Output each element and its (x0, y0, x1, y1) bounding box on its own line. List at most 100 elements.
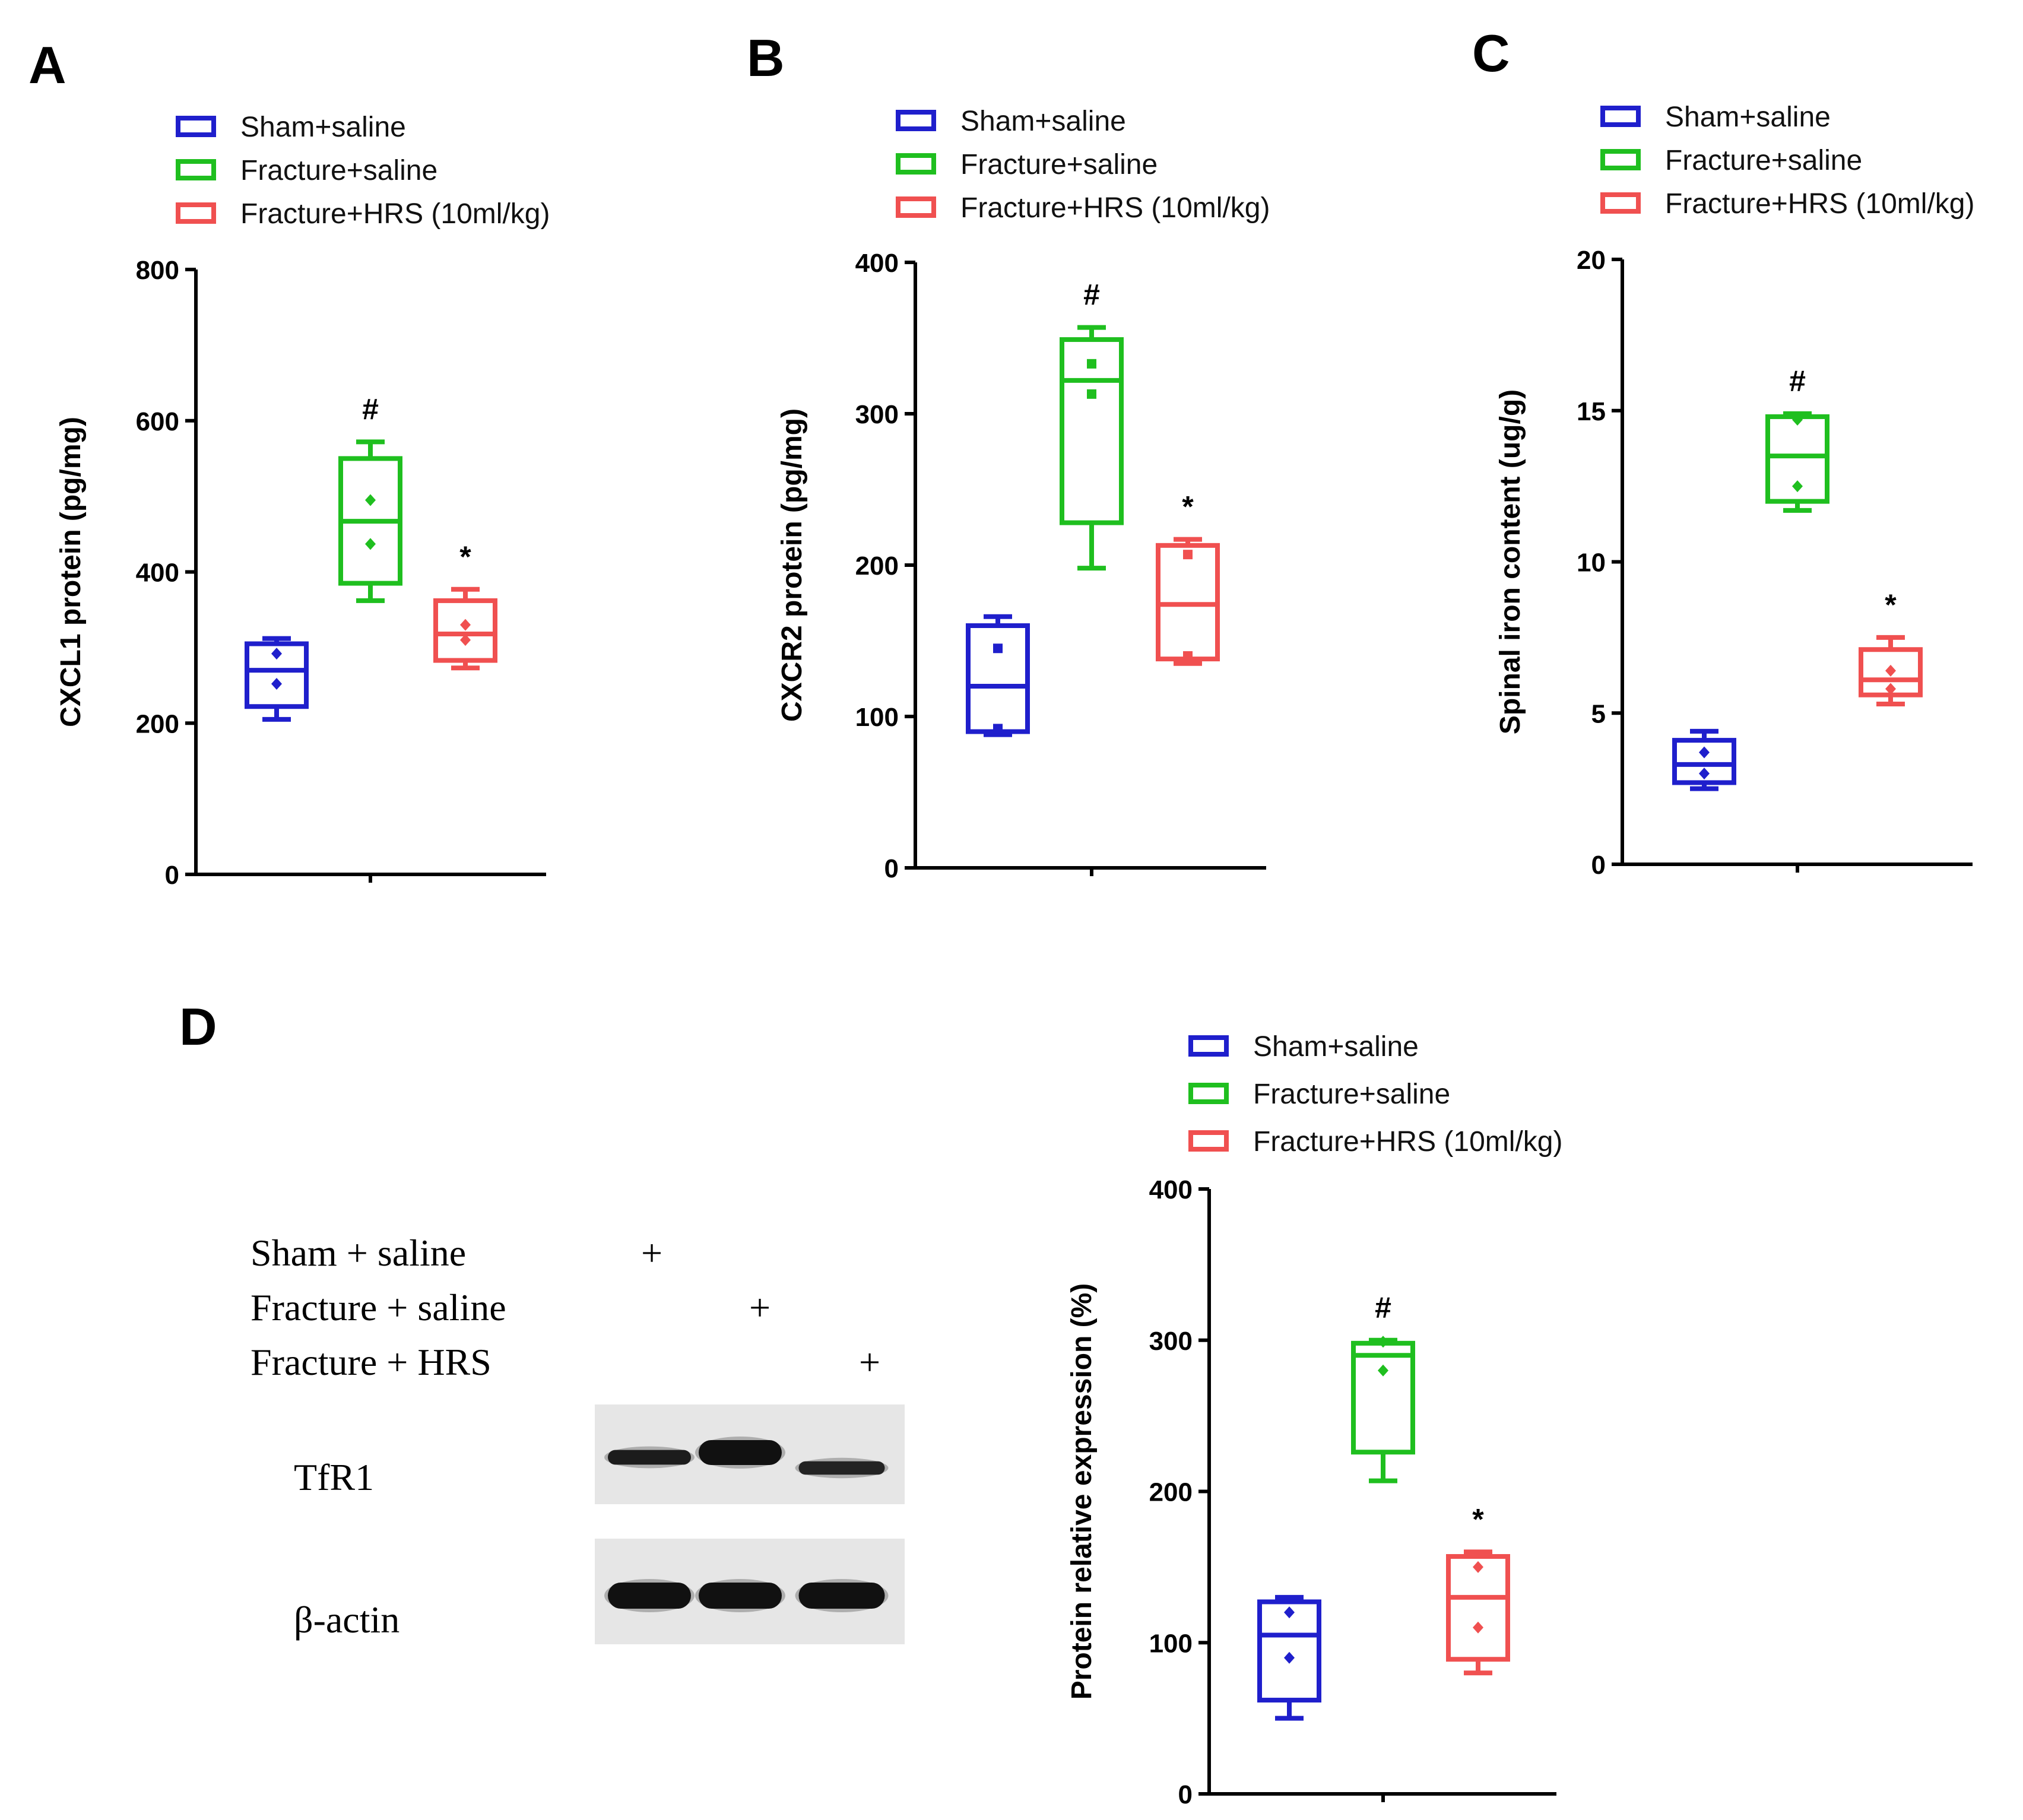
y-tick-label: 400 (136, 559, 179, 588)
legend-label: Fracture+saline (240, 155, 437, 186)
legend-swatch (1188, 1083, 1229, 1104)
data-point (1792, 480, 1803, 493)
legend-label: Fracture+saline (1253, 1079, 1450, 1110)
data-point (365, 494, 376, 506)
data-point (993, 724, 1003, 734)
significance-marker: * (1472, 1502, 1484, 1536)
western-blot: Sham + saline + Fracture + saline + Fracture… (251, 1232, 905, 1644)
legend-swatch (1600, 192, 1641, 214)
y-tick-label: 200 (1149, 1478, 1193, 1507)
box-1: # (1351, 1291, 1415, 1483)
legend-label: Fracture+saline (1665, 145, 1862, 176)
legend: Sham+saline Fracture+saline Fracture+HRS (… (896, 106, 1270, 224)
data-point (1885, 664, 1896, 677)
y-tick-label: 0 (165, 861, 179, 890)
data-point (1183, 550, 1193, 560)
data-point (1885, 683, 1896, 695)
legend-label: Sham+saline (960, 106, 1126, 137)
legend-swatch (896, 110, 936, 131)
box-iqr (966, 623, 1030, 734)
blot-band (699, 1583, 782, 1609)
box-2: * (1859, 588, 1923, 706)
legend-swatch (1600, 149, 1641, 170)
y-tick-label: 0 (1591, 851, 1606, 880)
y-tick-label: 0 (884, 854, 899, 883)
legend-label: Fracture+saline (960, 149, 1158, 180)
data-point (1087, 389, 1096, 399)
legend-swatch (1188, 1035, 1229, 1057)
chart-panel-c: C Sham+saline Fracture+saline Fracture+HRS … (1472, 24, 1974, 880)
tfr1-strip (595, 1404, 905, 1504)
legend-swatch (1600, 106, 1641, 127)
y-tick-label: 100 (1149, 1629, 1193, 1658)
box-iqr (1351, 1340, 1415, 1455)
box-0 (1672, 728, 1736, 791)
legend: Sham+saline Fracture+saline Fracture+HRS (… (176, 112, 550, 230)
y-tick-label: 100 (855, 703, 899, 732)
legend-label: Sham+saline (1253, 1031, 1419, 1063)
significance-marker: * (1885, 588, 1897, 622)
legend-label: Sham+saline (240, 112, 406, 143)
data-point (1699, 746, 1710, 759)
legend-label: Fracture+HRS (10ml/kg) (960, 192, 1270, 224)
condition-label: Sham + saline (251, 1232, 466, 1274)
legend-label: Fracture+HRS (10ml/kg) (1253, 1126, 1562, 1158)
y-tick-label: 300 (855, 400, 899, 429)
blot-band (798, 1461, 885, 1475)
band-label: β-actin (294, 1599, 399, 1641)
y-tick-label: 400 (1149, 1175, 1193, 1204)
legend: Sham+saline Fracture+saline Fracture+HRS (… (1188, 1031, 1562, 1158)
legend-label: Fracture+HRS (10ml/kg) (240, 198, 550, 230)
blot-band (608, 1583, 691, 1609)
condition-plus: + (859, 1341, 880, 1383)
band-label: TfR1 (294, 1456, 374, 1498)
chart-panel-a: A Sham+saline Fracture+saline Fracture+HRS … (28, 36, 550, 890)
legend-swatch (1188, 1130, 1229, 1152)
y-tick-label: 0 (1178, 1780, 1193, 1809)
data-point (271, 648, 282, 660)
box-2: * (1156, 490, 1220, 666)
box-0 (245, 636, 309, 722)
legend-swatch (176, 202, 216, 224)
panel-letter-d: D (179, 997, 217, 1056)
data-point (1284, 1651, 1295, 1664)
legend-label: Fracture+HRS (10ml/kg) (1665, 188, 1974, 220)
legend-label: Sham+saline (1665, 102, 1831, 133)
data-point (1699, 768, 1710, 780)
y-axis-label: Spinal iron content (ug/g) (1495, 389, 1526, 734)
y-tick-label: 300 (1149, 1327, 1193, 1356)
legend-swatch (896, 153, 936, 175)
data-point (1183, 651, 1193, 661)
y-axis-label: Protein relative expression (%) (1066, 1283, 1098, 1700)
data-point (460, 619, 471, 631)
y-tick-label: 15 (1577, 397, 1606, 426)
blot-band (608, 1450, 691, 1465)
data-point (1473, 1621, 1483, 1634)
y-tick-label: 600 (136, 407, 179, 436)
data-point (365, 538, 376, 550)
y-tick-label: 5 (1591, 699, 1606, 728)
blot-band (699, 1440, 782, 1465)
data-point (271, 678, 282, 690)
y-tick-label: 20 (1577, 246, 1606, 275)
significance-marker: # (1375, 1291, 1391, 1324)
data-point (1792, 414, 1803, 426)
box-2: * (1446, 1502, 1510, 1676)
chart-panel-b: B Sham+saline Fracture+saline Fracture+HRS … (747, 28, 1270, 883)
y-axis-label: CXCR2 protein (pg/mg) (776, 408, 808, 722)
y-tick-label: 800 (136, 256, 179, 285)
data-point (1378, 1336, 1388, 1348)
data-point (1473, 1561, 1483, 1573)
legend: Sham+saline Fracture+saline Fracture+HRS (… (1600, 102, 1974, 220)
blot-band (798, 1583, 885, 1609)
condition-plus: + (641, 1232, 662, 1274)
box-iqr (1446, 1554, 1510, 1662)
actin-strip (595, 1539, 905, 1644)
significance-marker: * (459, 540, 471, 573)
significance-marker: # (1083, 278, 1100, 312)
significance-marker: # (1789, 364, 1806, 398)
box-1: # (1765, 364, 1829, 513)
panel-letter-c: C (1472, 24, 1510, 83)
box-2: * (433, 540, 497, 671)
data-point (993, 643, 1003, 654)
